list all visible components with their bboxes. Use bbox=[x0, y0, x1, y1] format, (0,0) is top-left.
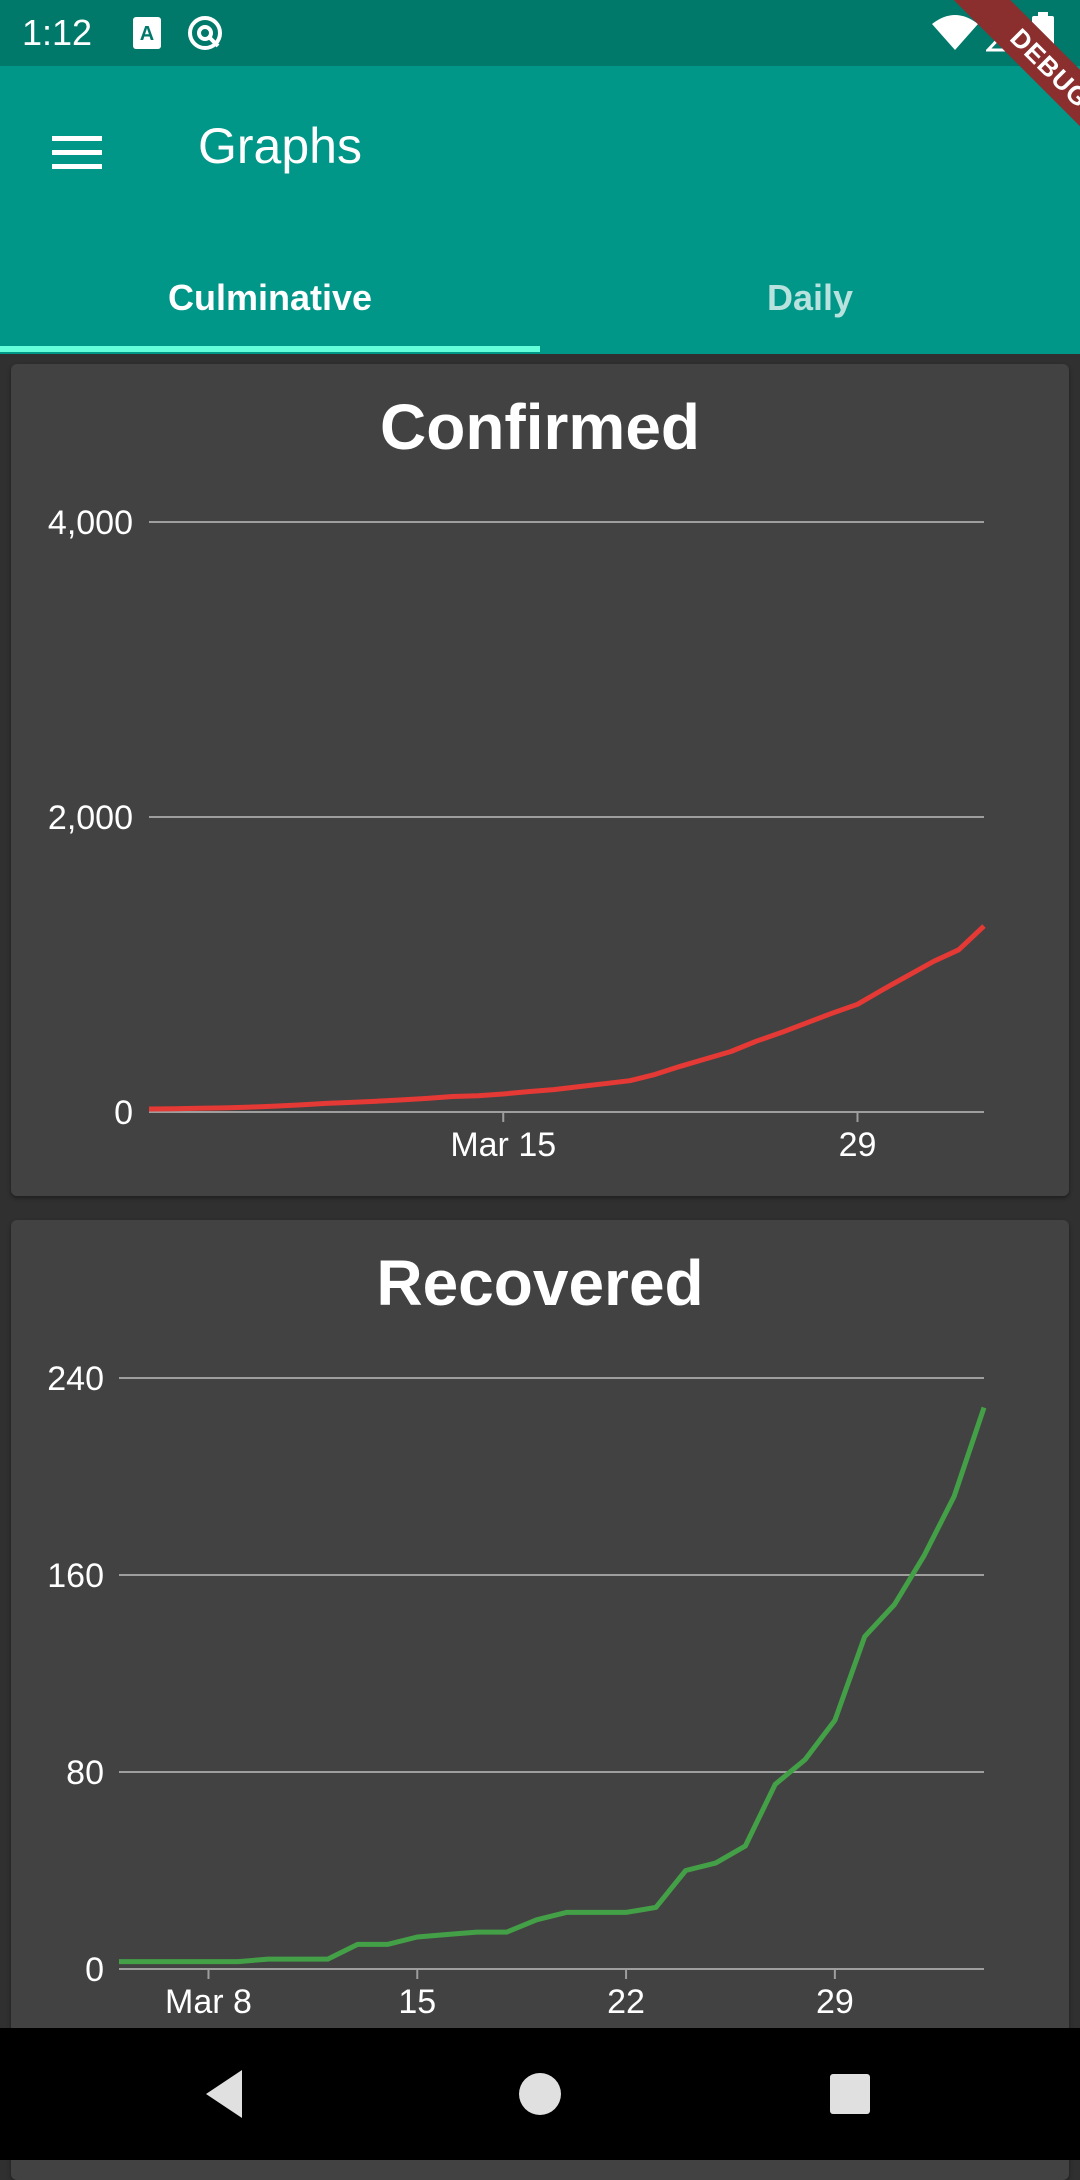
x-tick-label: 29 bbox=[839, 1126, 877, 1164]
app-bar: Graphs Culminative Daily bbox=[0, 66, 1080, 354]
series-line bbox=[149, 926, 984, 1109]
status-time: 1:12 bbox=[22, 12, 92, 54]
confirmed-chart: 4,000 2,000 0 Mar 15 29 bbox=[11, 364, 1069, 1196]
x-tick-label: Mar 15 bbox=[450, 1126, 556, 1164]
y-tick-label: 0 bbox=[85, 1951, 104, 1989]
y-tick-label: 160 bbox=[47, 1557, 104, 1595]
y-tick-label: 0 bbox=[114, 1094, 133, 1132]
x-tick-label: 22 bbox=[607, 1983, 645, 2021]
status-bar: 1:12 A bbox=[0, 0, 1080, 66]
x-tick-label: 15 bbox=[398, 1983, 436, 2021]
y-tick-label: 80 bbox=[66, 1754, 104, 1792]
signal-icon bbox=[986, 12, 1022, 52]
battery-icon bbox=[1030, 12, 1056, 52]
tab-daily[interactable]: Daily bbox=[540, 242, 1080, 354]
x-tick-label: Mar 8 bbox=[165, 1983, 252, 2021]
series-line bbox=[119, 1408, 984, 1962]
at-sign-icon bbox=[186, 14, 224, 52]
back-triangle-icon[interactable] bbox=[196, 2064, 256, 2124]
wifi-icon bbox=[930, 12, 980, 52]
system-nav-bar bbox=[0, 2028, 1080, 2160]
y-tick-label: 4,000 bbox=[48, 504, 133, 542]
recents-square-icon[interactable] bbox=[820, 2064, 880, 2124]
tab-indicator bbox=[0, 346, 540, 352]
x-tick-label: 29 bbox=[816, 1983, 854, 2021]
hamburger-menu-icon[interactable] bbox=[34, 110, 118, 194]
a-letter-icon: A bbox=[130, 14, 168, 52]
home-circle-icon[interactable] bbox=[510, 2064, 570, 2124]
y-tick-label: 2,000 bbox=[48, 799, 133, 837]
app-title: Graphs bbox=[198, 116, 362, 176]
y-tick-label: 240 bbox=[47, 1360, 104, 1398]
svg-text:A: A bbox=[140, 23, 154, 45]
tab-culminative[interactable]: Culminative bbox=[0, 242, 540, 354]
